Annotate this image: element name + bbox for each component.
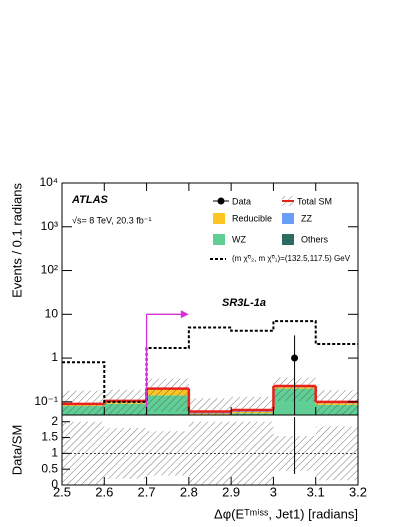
x-tick-label: 2.5 [53,484,71,499]
legend-label: Total SM [297,196,332,206]
experiment-label: ATLAS [71,194,109,206]
x-axis-label: Δφ(Eᵀᵐⁱˢˢ, Jet1) [radians] [214,506,358,521]
ratio-axis-label: Data/SM [9,425,24,476]
region-label: SR3L-1a [222,297,266,309]
legend-swatch [213,213,225,224]
uncertainty-band [231,396,274,415]
y-tick-label: 10³ [41,219,58,233]
y-tick-label: 10 [45,306,59,320]
ratio-y-tick-label: 0 [51,477,58,491]
legend-swatch [213,234,225,245]
y-tick-label: 10⁻¹ [34,394,58,408]
x-tick-label: 3.1 [307,484,325,499]
ratio-y-tick-label: 1.5 [41,430,58,444]
legend-label: ZZ [301,213,312,223]
legend-label: Others [301,234,329,244]
legend-swatch [282,213,294,224]
signal-line [62,320,358,403]
legend-label: Reducible [232,213,272,223]
cut-arrow-head [180,310,189,319]
ratio-y-tick-label: 1 [51,446,58,460]
uncertainty-band [146,378,189,412]
y-tick-label: 10² [41,263,58,277]
x-tick-label: 2.6 [95,484,113,499]
legend-label: (m χ̃⁰₂, m χ̃⁰₁)=(132.5,117.5) GeV [232,254,351,263]
legend-swatch [282,234,294,245]
ratio-panel [62,417,358,485]
x-tick-label: 2.8 [180,484,198,499]
x-tick-label: 3 [270,484,277,499]
legend-label: WZ [232,234,246,244]
x-tick-label: 3.2 [349,484,367,499]
y-tick-label: 10⁴ [39,175,58,189]
y-tick-label: 1 [51,350,58,364]
x-tick-label: 2.7 [138,484,156,499]
ratio-frame [61,414,359,486]
ratio-y-tick-label: 2 [51,414,58,428]
data-point [291,354,299,362]
legend-label: Data [232,196,251,206]
y-axis-label: Events / 0.1 radians [9,183,24,298]
x-tick-label: 2.9 [222,484,240,499]
main-panel [62,310,358,415]
energy-label: √s= 8 TeV, 20.3 fb⁻¹ [72,215,152,225]
ratio-y-tick-label: 0.5 [41,461,58,475]
